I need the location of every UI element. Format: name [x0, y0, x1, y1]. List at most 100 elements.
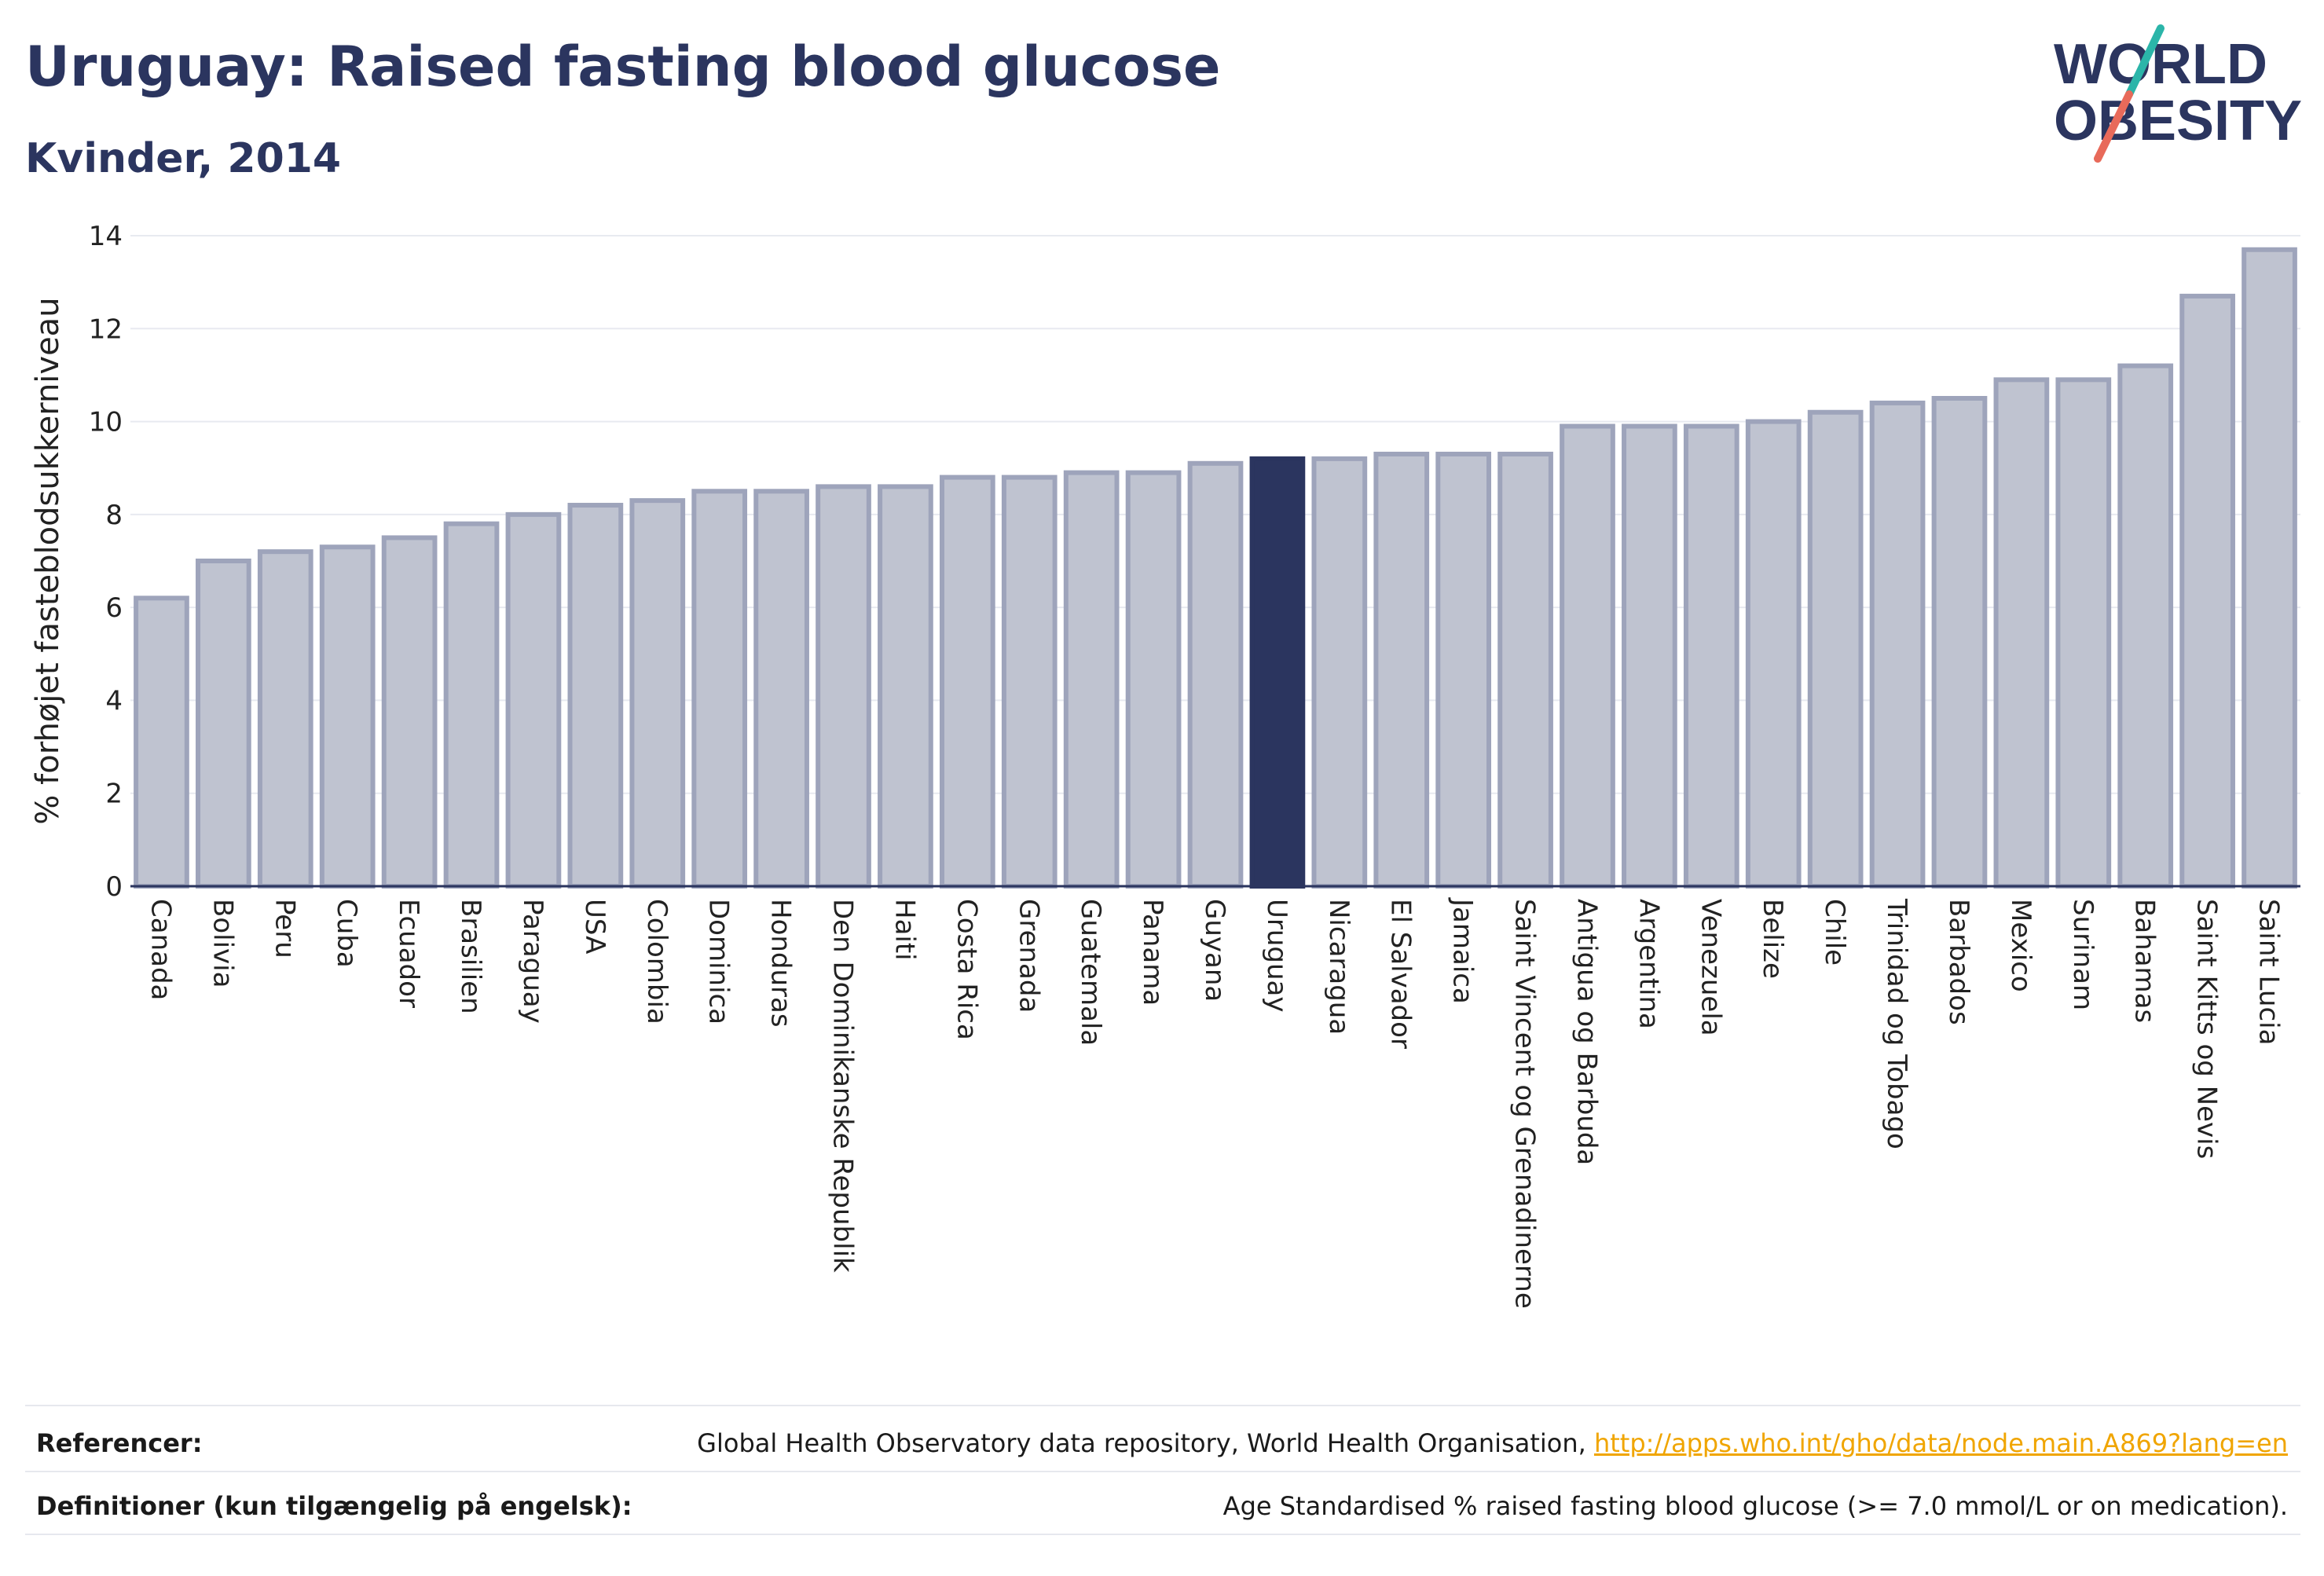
y-axis-title: % forhøjet fasteblodsukkerniveau — [30, 297, 66, 824]
x-tick-label: Panama — [1137, 899, 1168, 1006]
x-tick-label: USA — [579, 899, 610, 954]
x-tick-label: Guatemala — [1075, 899, 1106, 1046]
bar-highlighted — [1249, 456, 1306, 889]
x-tick-label: Dominica — [703, 899, 735, 1024]
bar — [1869, 400, 1926, 889]
x-tick-label: Mexico — [2005, 899, 2036, 992]
bar — [1683, 423, 1739, 889]
chart-subtitle: Kvinder, 2014 — [25, 135, 342, 182]
bar — [1745, 419, 1802, 889]
y-tick-label: 14 — [89, 221, 123, 252]
x-tick-label: Antigua og Barbuda — [1571, 899, 1602, 1165]
chart-title: Uruguay: Raised fasting blood glucose — [25, 35, 1221, 99]
logo-slash-top — [2125, 24, 2165, 98]
x-tick-label: Saint Vincent og Grenadinerne — [1509, 899, 1541, 1309]
y-tick-label: 0 — [105, 871, 123, 903]
bar — [1001, 475, 1058, 889]
bar — [1063, 470, 1120, 889]
references-text: Global Health Observatory data repositor… — [697, 1428, 1594, 1458]
bar — [443, 521, 500, 889]
bar — [319, 544, 376, 889]
bar — [2242, 247, 2297, 889]
x-tick-label: Honduras — [765, 899, 797, 1028]
x-tick-label: Costa Rica — [951, 899, 982, 1040]
logo-line1: WORLD — [2054, 33, 2267, 96]
x-tick-label: Peru — [269, 899, 300, 958]
y-tick-label: 10 — [89, 407, 123, 438]
bar — [2055, 377, 2112, 889]
x-tick-label: Cuba — [331, 899, 362, 968]
x-tick-label: Chile — [1819, 899, 1850, 966]
x-tick-label: Canada — [145, 899, 176, 1000]
definitions-value: Age Standardised % raised fasting blood … — [1222, 1491, 2288, 1521]
x-tick-label: Paraguay — [517, 899, 548, 1024]
bar — [939, 475, 995, 889]
x-tick-label: Haiti — [889, 899, 920, 961]
bar — [505, 511, 562, 889]
bar — [691, 489, 748, 889]
footer-references-row: Referencer: Global Health Observatory da… — [25, 1411, 2300, 1475]
references-value: Global Health Observatory data repositor… — [697, 1428, 2300, 1458]
bar — [134, 596, 189, 889]
y-tick-label: 2 — [105, 779, 123, 810]
x-tick-label: Argentina — [1633, 899, 1664, 1029]
bar — [1993, 377, 2050, 889]
x-tick-label: Brasilien — [455, 899, 486, 1014]
x-tick-label: Guyana — [1199, 899, 1230, 1002]
footer-divider-middle — [25, 1471, 2300, 1472]
references-label: Referencer: — [36, 1428, 203, 1458]
world-obesity-logo: WORLD OBESITY — [2054, 24, 2302, 163]
bar — [1311, 456, 1368, 889]
bar-chart: 0 2 4 6 8 10 12 14 Canada Bolivia Peru Cuba Ecuador B… — [30, 221, 2300, 1309]
x-tick-label: Den Dominikanske Republik — [827, 899, 859, 1273]
y-tick-label: 6 — [105, 592, 123, 624]
x-tick-label: Bahamas — [2129, 899, 2161, 1023]
bar — [1125, 470, 1182, 889]
y-tick-label: 8 — [105, 500, 123, 531]
x-tick-label: Belize — [1757, 899, 1788, 979]
bar — [2179, 293, 2235, 889]
bar — [1497, 451, 1553, 889]
bar — [816, 484, 871, 889]
x-tick-label: Bolivia — [207, 899, 238, 988]
x-tick-label: Ecuador — [393, 899, 424, 1008]
bar — [629, 498, 686, 889]
bar — [1187, 460, 1244, 889]
x-tick-label: Barbados — [1943, 899, 1974, 1025]
definitions-label: Definitioner (kun tilgængelig på engelsk… — [36, 1491, 632, 1521]
bar — [1435, 451, 1492, 889]
x-tick-label: Colombia — [641, 899, 673, 1024]
footer-definitions-row: Definitioner (kun tilgængelig på engelsk… — [25, 1474, 2300, 1538]
bar — [1373, 451, 1430, 889]
logo-slash-bottom — [2094, 90, 2133, 163]
references-link[interactable]: http://apps.who.int/gho/data/node.main.A… — [1593, 1428, 2288, 1458]
x-tick-label: Surinam — [2067, 899, 2099, 1010]
footer-divider-bottom — [25, 1534, 2300, 1535]
y-tick-label: 12 — [89, 313, 123, 345]
x-tick-label: Nicaragua — [1323, 899, 1354, 1035]
axes: 0 2 4 6 8 10 12 14 Canada Bolivia Peru Cuba Ecuador B… — [89, 221, 2300, 1309]
x-tick-label: Trinidad og Tobago — [1881, 898, 1912, 1149]
bar — [1931, 396, 1988, 889]
bar — [381, 535, 438, 889]
bar — [1560, 423, 1615, 889]
x-tick-label: Saint Kitts og Nevis — [2191, 899, 2223, 1159]
bar — [2117, 363, 2174, 889]
bar — [257, 549, 313, 889]
bar — [1807, 409, 1864, 889]
bar — [196, 559, 251, 889]
x-tick-label: Grenada — [1013, 899, 1044, 1013]
x-tick-label: El Salvador — [1385, 899, 1417, 1049]
bar — [878, 484, 933, 889]
bar — [567, 503, 624, 889]
bar — [1622, 423, 1677, 889]
bar — [753, 489, 809, 889]
bars — [134, 247, 2297, 889]
x-tick-label: Venezuela — [1695, 899, 1726, 1036]
x-tick-label: Jamaica — [1447, 897, 1479, 1004]
x-tick-label: Saint Lucia — [2253, 899, 2285, 1045]
y-tick-label: 4 — [105, 685, 123, 717]
footer-divider-top — [25, 1405, 2300, 1406]
logo-line2: OBESITY — [2054, 90, 2302, 152]
x-tick-label: Uruguay — [1261, 899, 1292, 1013]
